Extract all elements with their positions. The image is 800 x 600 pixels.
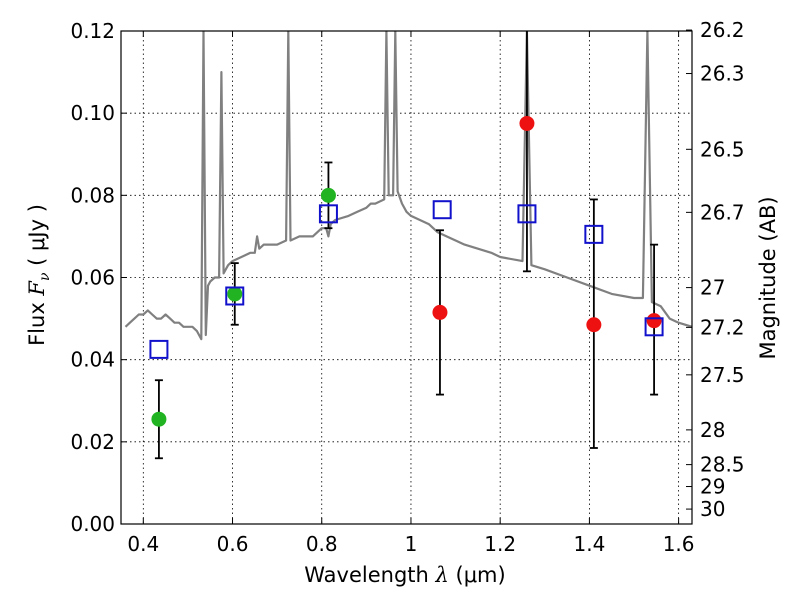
- model-spectrum-line: [124, 31, 692, 341]
- y-axis-label: Flux Fν ( μJy ): [25, 204, 53, 346]
- plot-area: [124, 31, 692, 460]
- x-tick-label: 0.8: [306, 532, 338, 556]
- red-data-point: [586, 317, 602, 333]
- model-photometry-square: [584, 224, 604, 244]
- x-tick-label: 1.2: [484, 532, 516, 556]
- y-tick-label: 0.08: [70, 183, 115, 207]
- red-data-point: [646, 313, 662, 329]
- x-tick-label: 1.6: [663, 532, 695, 556]
- y2-tick-label: 26.5: [700, 137, 745, 161]
- y-tick-label: 0.04: [70, 348, 115, 372]
- y2-tick-label: 26.3: [700, 62, 745, 86]
- green-data-point: [227, 286, 243, 302]
- model-photometry-square: [517, 204, 537, 224]
- plot-series: [124, 31, 692, 460]
- x-tick-label: 1.4: [573, 532, 605, 556]
- red-data-point: [519, 115, 535, 131]
- x-tick-label: 1: [405, 532, 418, 556]
- model-photometry-square: [432, 200, 452, 220]
- model-photometry-square: [149, 339, 169, 359]
- y2-tick-label: 28: [700, 418, 725, 442]
- y2-tick-label: 28.5: [700, 453, 745, 477]
- y-tick-label: 0.10: [70, 101, 115, 125]
- y2-tick-label: 27.2: [700, 315, 745, 339]
- model-photometry-square: [318, 204, 338, 224]
- model-photometry-square: [225, 286, 245, 306]
- model-photometry-square: [644, 317, 664, 337]
- x-tick-label: 0.6: [217, 532, 249, 556]
- y-tick-label: 0.00: [70, 512, 115, 536]
- red-data-point: [432, 304, 448, 320]
- y2-tick-label: 27: [700, 276, 725, 300]
- x-tick-label: 0.4: [127, 532, 159, 556]
- y2-axis-label: Magnitude (AB): [756, 196, 780, 359]
- y-tick-label: 0.02: [70, 430, 115, 454]
- axes: 0.4 0.6 0.8 1 1.2 1.4 1.6 0.00 0.02 0.04 0.06 0.08 0…: [70, 18, 744, 556]
- y2-tick-label: 27.5: [700, 363, 745, 387]
- y2-tick-label: 30: [700, 497, 725, 521]
- y2-tick-label: 26.2: [700, 18, 745, 42]
- y-tick-label: 0.06: [70, 266, 115, 290]
- green-data-point: [320, 187, 336, 203]
- x-axis-label: Wavelength λ (μm): [304, 563, 505, 587]
- y2-tick-label: 29: [700, 475, 725, 499]
- grid: [121, 30, 692, 525]
- y-tick-label: 0.12: [70, 19, 115, 43]
- y2-tick-label: 26.7: [700, 200, 745, 224]
- green-data-point: [151, 411, 167, 427]
